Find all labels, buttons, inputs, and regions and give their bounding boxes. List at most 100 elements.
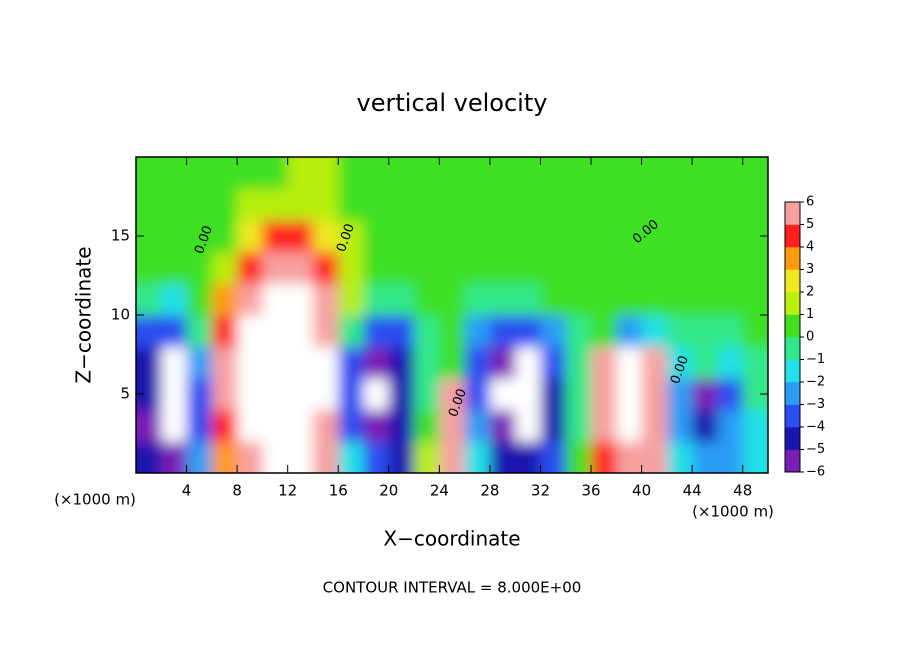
field-cell <box>414 409 440 442</box>
field-cell <box>338 251 365 284</box>
x-axis-label: X−coordinate <box>383 527 520 551</box>
field-cell <box>161 409 188 442</box>
field-cell <box>616 409 643 442</box>
field-cell <box>262 315 289 348</box>
field-cell <box>540 157 567 190</box>
field-cell <box>540 378 567 411</box>
colorbar-tick-label: −3 <box>806 397 825 412</box>
field-cell <box>388 283 415 316</box>
field-cell <box>717 409 744 442</box>
field-cell <box>287 220 314 253</box>
field-cell <box>742 251 768 284</box>
field-cell <box>312 188 339 221</box>
field-cell <box>616 441 643 473</box>
colorbar-tick-label: 4 <box>806 240 814 255</box>
x-unit: (×1000 m) <box>54 491 136 509</box>
footer: CONTOUR INTERVAL = 8.000E+00 <box>323 579 582 597</box>
field-cell <box>287 157 314 190</box>
field-cell <box>641 283 668 316</box>
field-cell <box>742 409 768 442</box>
x-tick-label: 40 <box>632 482 651 500</box>
field-cell <box>136 315 162 348</box>
field-cell <box>414 157 440 190</box>
field-cell <box>489 220 516 253</box>
colorbar-bin <box>785 427 800 450</box>
y-axis-label: Z−coordinate <box>72 246 96 383</box>
field-cell <box>287 409 314 442</box>
field-cell <box>565 188 592 221</box>
field-cell <box>591 251 617 284</box>
field-cell <box>616 220 643 253</box>
field-cell <box>338 378 365 411</box>
field-cell <box>414 346 440 379</box>
field-cell <box>161 188 188 221</box>
field-cell <box>439 251 466 284</box>
field-cell <box>237 409 263 442</box>
field-cell <box>414 315 440 348</box>
field-cell <box>464 315 491 348</box>
field-cell <box>616 251 643 284</box>
field-cell <box>161 220 188 253</box>
colorbar-bin <box>785 292 800 315</box>
field-cell <box>641 188 668 221</box>
field-cell <box>591 441 617 473</box>
field-cell <box>464 378 491 411</box>
field-cell <box>338 315 365 348</box>
field-cell <box>312 409 339 442</box>
field-cell <box>515 378 541 411</box>
field-cell <box>641 157 668 190</box>
field-cell <box>363 188 390 221</box>
field <box>136 157 768 473</box>
field-cell <box>666 378 693 411</box>
field-cell <box>186 220 213 253</box>
field-cell <box>641 315 668 348</box>
field-cell <box>515 409 541 442</box>
field-cell <box>136 441 162 473</box>
field-cell <box>540 251 567 284</box>
field-cell <box>161 157 188 190</box>
field-cell <box>237 283 263 316</box>
field-cell <box>616 157 643 190</box>
field-cell <box>591 188 617 221</box>
field-cell <box>692 409 718 442</box>
field-cell <box>540 315 567 348</box>
y-tick-label: 15 <box>111 227 130 245</box>
colorbar-tick-label: 6 <box>806 195 814 210</box>
field-cell <box>136 346 162 379</box>
field-cell <box>464 251 491 284</box>
field-cell <box>616 283 643 316</box>
field-cell <box>136 409 162 442</box>
field-cell <box>237 315 263 348</box>
field-cell <box>186 441 213 473</box>
field-cell <box>287 441 314 473</box>
field-cell <box>742 346 768 379</box>
field-cell <box>565 315 592 348</box>
field-cell <box>363 157 390 190</box>
field-cell <box>591 409 617 442</box>
field-cell <box>136 157 162 190</box>
field-cell <box>237 220 263 253</box>
field-cell <box>161 251 188 284</box>
field-cell <box>591 378 617 411</box>
field-cell <box>489 251 516 284</box>
field-cell <box>363 378 390 411</box>
x-tick-label: 12 <box>278 482 297 500</box>
field-cell <box>388 409 415 442</box>
colorbar-tick-label: −5 <box>806 442 825 457</box>
field-cell <box>211 220 238 253</box>
x-tick-label: 36 <box>581 482 600 500</box>
field-cell <box>692 157 718 190</box>
field-cell <box>237 188 263 221</box>
field-cell <box>489 346 516 379</box>
field-cell <box>211 441 238 473</box>
field-cell <box>312 157 339 190</box>
colorbar-tick-label: 0 <box>806 330 814 345</box>
field-cell <box>161 346 188 379</box>
field-cell <box>287 283 314 316</box>
field-cell <box>515 283 541 316</box>
field-cell <box>388 378 415 411</box>
field-cell <box>666 283 693 316</box>
field-cell <box>641 378 668 411</box>
field-cell <box>439 441 466 473</box>
